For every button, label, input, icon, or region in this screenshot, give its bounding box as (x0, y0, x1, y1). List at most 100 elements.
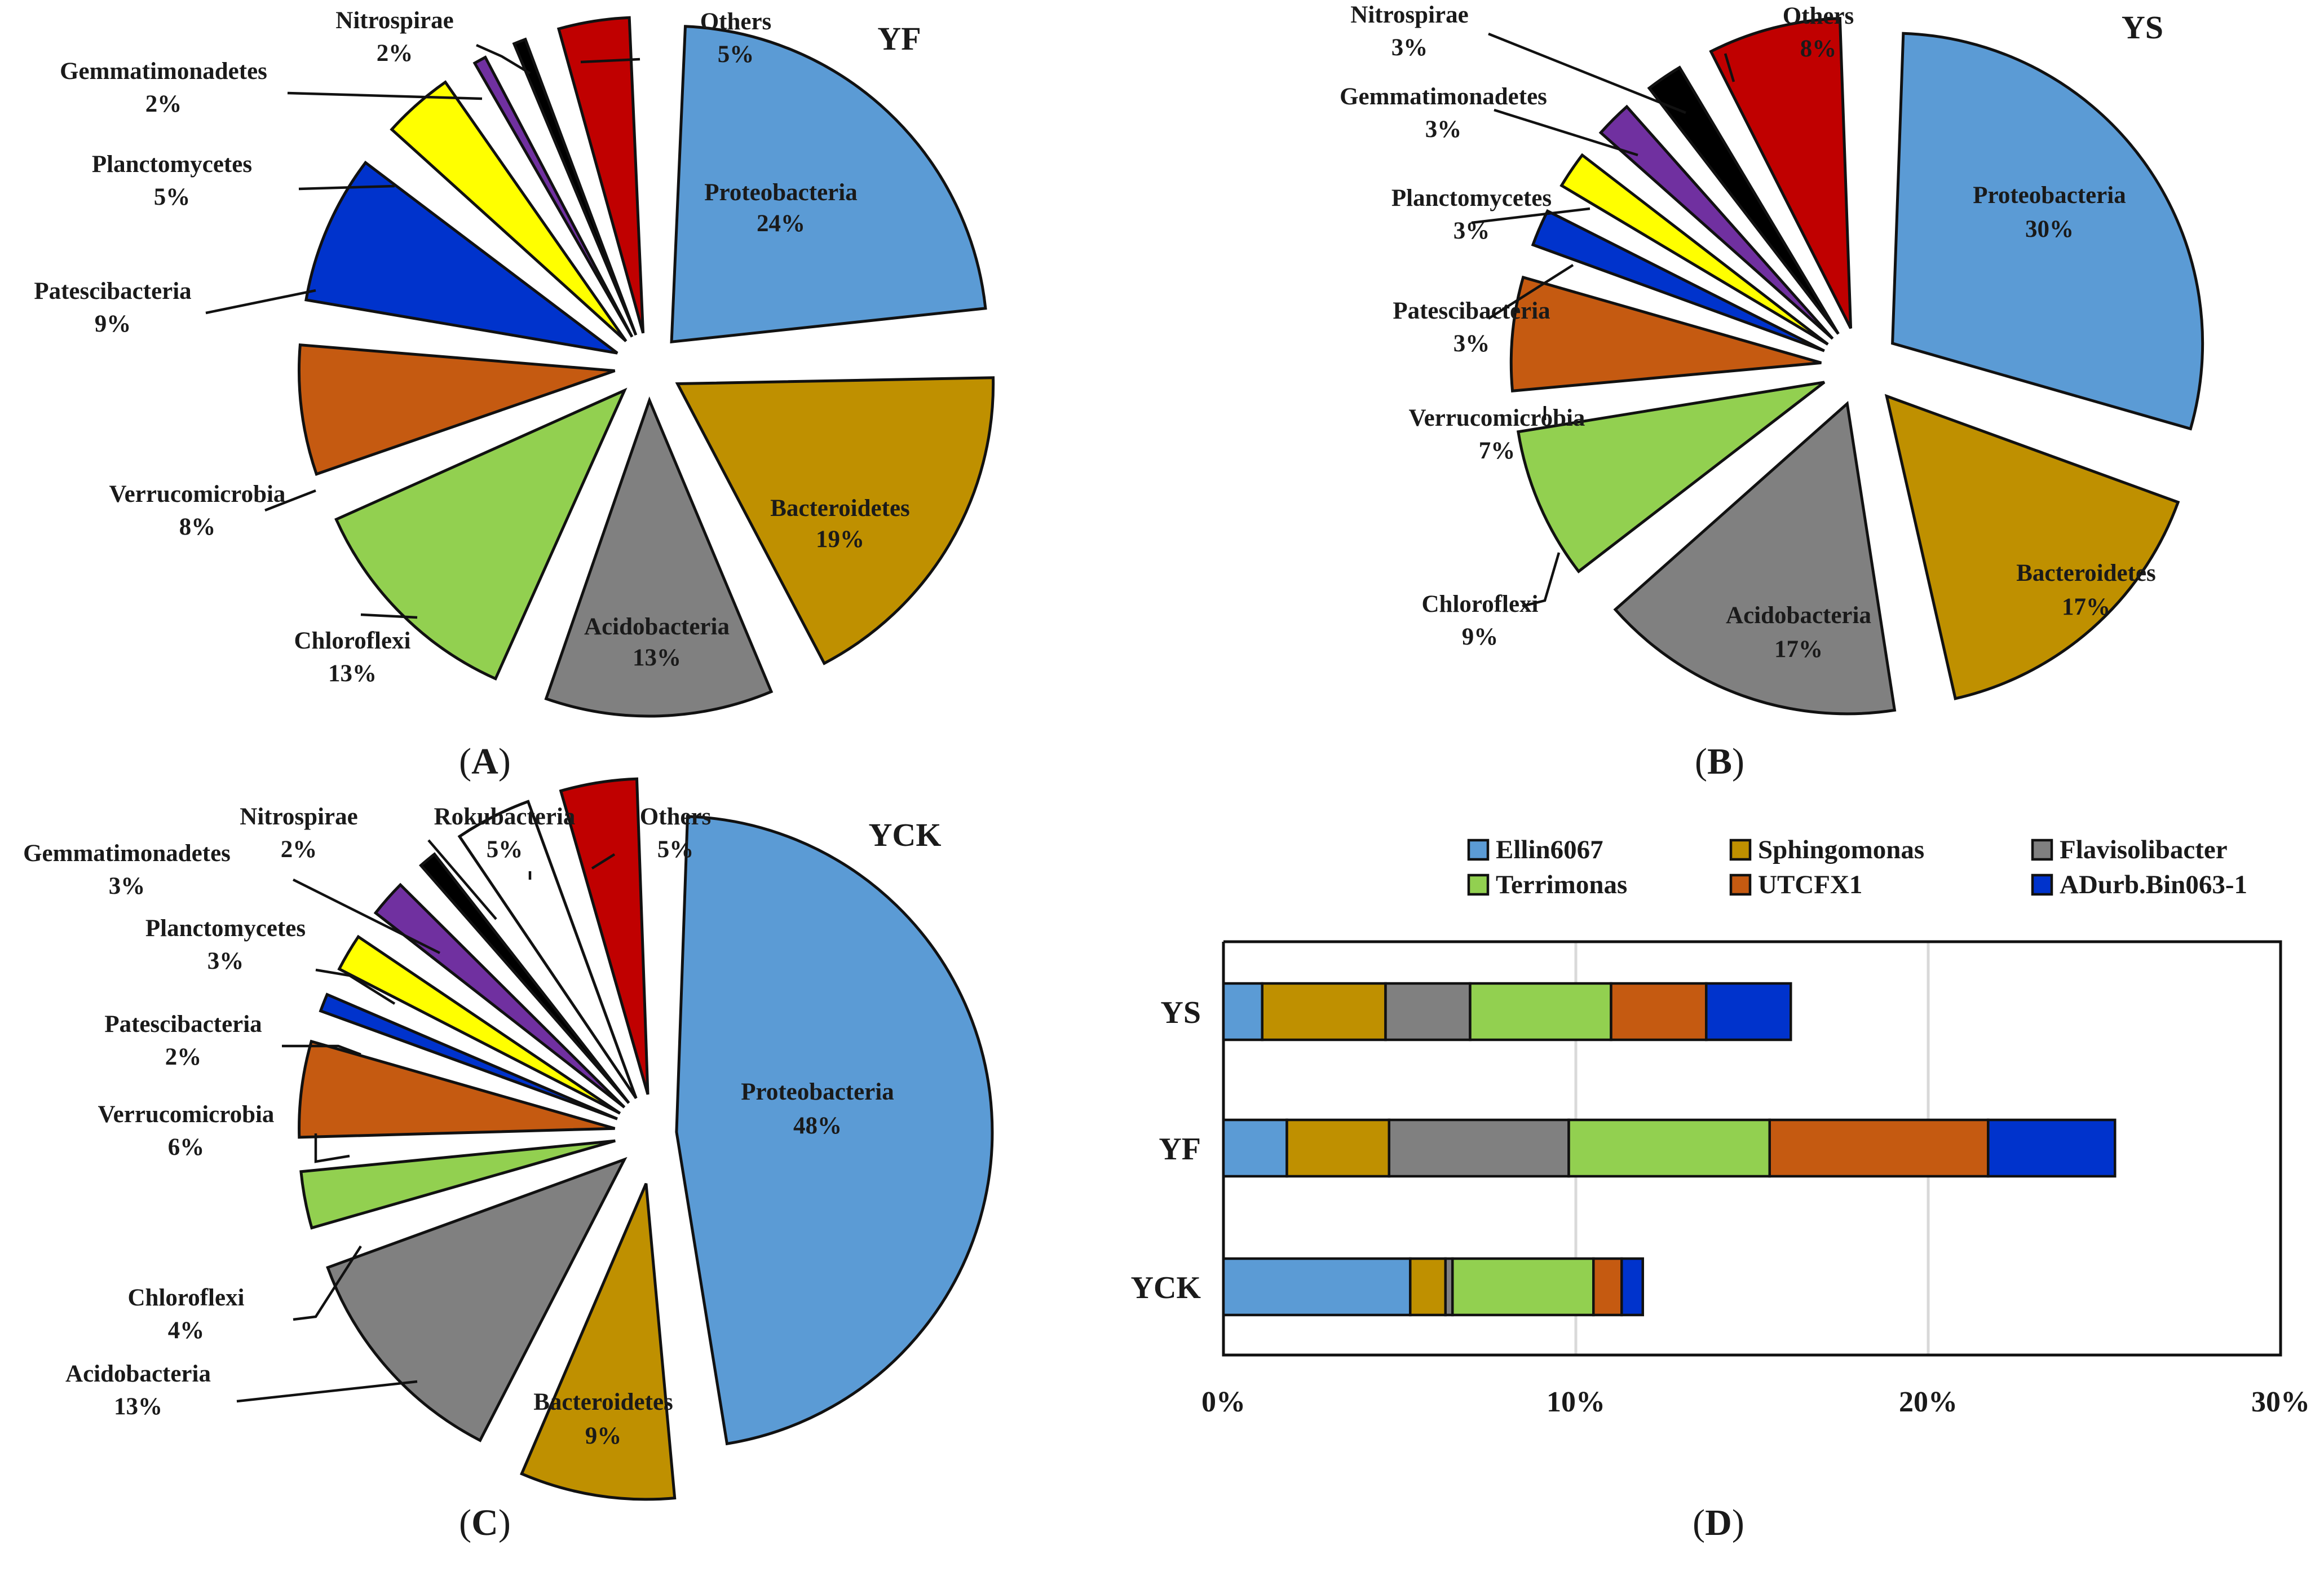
bar-segment-ys-sphingomonas (1261, 982, 1387, 1042)
leader-line-gemmatimonadetes (1494, 108, 1638, 157)
bar-segment-yf-utcfx1 (1768, 1118, 1990, 1178)
bar-segment-yck-adurb-bin063-1 (1620, 1257, 1644, 1317)
pie-slice-chloroflexi (334, 387, 628, 681)
leader-line-patescibacteria (205, 289, 316, 315)
slice-label-nitrospirae: Nitrospirae (335, 7, 453, 34)
slice-label-acidobacteria: Acidobacteria (65, 1361, 211, 1387)
bar-segment-yf-sphingomonas (1285, 1118, 1390, 1178)
slice-percent-proteobacteria: 24% (757, 210, 805, 237)
pie-slice-acidobacteria (326, 1157, 628, 1442)
y-category-label-yf: YF (1159, 1132, 1201, 1167)
panel-label-c: (C) (459, 1502, 511, 1543)
slice-percent-verrucomicrobia: 8% (179, 514, 216, 540)
slice-label-nitrospirae: Nitrospirae (1350, 2, 1468, 28)
slice-percent-patescibacteria: 3% (1453, 330, 1490, 357)
slice-percent-planctomycetes: 5% (154, 184, 191, 210)
pie-slice-verrucomicrobia (298, 1039, 616, 1139)
y-category-label-ys: YS (1160, 995, 1201, 1030)
leader-line-chloroflexi (360, 613, 418, 619)
slice-percent-others: 8% (1800, 36, 1837, 62)
slice-percent-chloroflexi: 4% (168, 1317, 205, 1344)
pie-slice-bacteroidetes (520, 1182, 677, 1501)
leader-line-planctomycetes (315, 968, 396, 1005)
leader-line-nitrospirae (427, 839, 497, 920)
slice-percent-acidobacteria: 13% (114, 1393, 162, 1420)
pie-slice-acidobacteria (544, 396, 774, 718)
pie-slice-planctomycetes (390, 80, 628, 342)
pie-slice-patescibacteria (1531, 209, 1825, 352)
slice-percent-chloroflexi: 13% (328, 660, 377, 687)
slice-label-proteobacteria: Proteobacteria (1973, 182, 2126, 209)
pie-title-ys: YS (2122, 9, 2163, 46)
slice-percent-gemmatimonadetes: 3% (1425, 116, 1462, 143)
legend-swatch-flavisolibacter (2031, 839, 2053, 861)
leader-line-others (591, 853, 616, 870)
pie-chart-yck: Proteobacteria 48% Bacteroidetes 9% Acidobac… (23, 777, 994, 1543)
slice-percent-acidobacteria: 13% (633, 645, 681, 671)
pie-chart-yf: Proteobacteria 24% Bacteroidetes 19% Acidoba… (34, 7, 995, 782)
leader-line-nitrospirae (476, 43, 531, 74)
slice-label-proteobacteria: Proteobacteria (741, 1079, 894, 1105)
stacked-bar-chart: 0% 10% 20% 30% YS YF YCK Ellin6067 Sphingomonas F… (1131, 835, 2310, 1543)
legend-label-ellin6067: Ellin6067 (1496, 835, 1603, 864)
panel-label-a: (A) (459, 741, 511, 782)
slice-label-others: Others (1783, 3, 1854, 29)
slice-label-planctomycetes: Planctomycetes (92, 151, 252, 178)
bar-segment-ys-adurb-bin063-1 (1705, 982, 1792, 1042)
legend-label-sphingomonas: Sphingomonas (1758, 835, 1924, 864)
pie-title-yf: YF (877, 20, 921, 57)
pie-slice-gemmatimonadetes (373, 882, 626, 1109)
slice-label-others: Others (700, 8, 772, 35)
pie-slice-planctomycetes (1559, 153, 1829, 346)
pie-slice-gemmatimonadetes (1598, 104, 1834, 340)
slice-label-rokubacteria: Rokubacteria (434, 804, 576, 830)
bar-segment-yck-terrimonas (1451, 1257, 1595, 1317)
slice-percent-nitrospirae: 3% (1391, 34, 1428, 61)
legend-swatch-adurb-bin063-1 (2031, 873, 2053, 896)
legend-label-utcfx1: UTCFX1 (1758, 870, 1862, 899)
slice-label-proteobacteria: Proteobacteria (704, 179, 857, 206)
leader-line-acidobacteria (236, 1380, 418, 1403)
leader-line-others (1724, 53, 1735, 82)
pie-slice-nitrospirae (418, 852, 630, 1104)
slice-percent-bacteroidetes: 17% (2062, 594, 2110, 620)
slice-percent-gemmatimonadetes: 3% (109, 873, 145, 899)
slice-label-bacteroidetes: Bacteroidetes (2016, 560, 2156, 586)
leader-line-verrucomicrobia (264, 489, 316, 512)
pie-slice-others (556, 16, 645, 334)
slice-percent-verrucomicrobia: 7% (1479, 438, 1516, 464)
slice-percent-acidobacteria: 17% (1774, 636, 1823, 663)
slice-percent-bacteroidetes: 19% (816, 526, 864, 553)
slice-label-patescibacteria: Patescibacteria (1393, 298, 1550, 324)
pie-slice-patescibacteria (319, 992, 618, 1120)
panel-label-b: (B) (1695, 741, 1744, 782)
pie-slice-verrucomicrobia (298, 343, 616, 476)
pie-slice-chloroflexi (299, 1139, 616, 1230)
legend-label-adurb-bin063-1: ADurb.Bin063-1 (2060, 870, 2247, 899)
leader-line-chloroflexi (293, 1245, 362, 1321)
pie-slice-gemmatimonadetes (472, 55, 634, 338)
slice-label-nitrospirae: Nitrospirae (240, 804, 357, 830)
slice-label-planctomycetes: Planctomycetes (1391, 185, 1552, 211)
pie-slice-others (1709, 16, 1853, 329)
pie-slice-others (559, 777, 650, 1095)
panel-label-d: (D) (1693, 1502, 1744, 1543)
slice-label-chloroflexi: Chloroflexi (127, 1285, 244, 1311)
leader-line-planctomycetes (1471, 207, 1590, 224)
bar-segment-yck-utcfx1 (1592, 1257, 1623, 1317)
leader-line-planctomycetes (298, 184, 395, 191)
pie-slice-planctomycetes (337, 934, 621, 1115)
slice-label-acidobacteria: Acidobacteria (1726, 602, 1871, 629)
slice-label-patescibacteria: Patescibacteria (34, 278, 191, 305)
pie-slice-nitrospirae (1647, 65, 1840, 335)
slice-label-others: Others (640, 804, 712, 830)
pie-slice-acidobacteria (1613, 400, 1897, 716)
bar-segment-ys-ellin6067 (1222, 982, 1263, 1042)
legend-swatch-utcfx1 (1729, 873, 1752, 896)
bar-segment-ys-terrimonas (1469, 982, 1612, 1042)
slice-label-gemmatimonadetes: Gemmatimonadetes (23, 840, 231, 867)
x-tick-label: 30% (2251, 1386, 2310, 1418)
bar-segment-yf-terrimonas (1567, 1118, 1771, 1178)
bar-segment-yck-ellin6067 (1222, 1257, 1412, 1317)
slice-label-chloroflexi: Chloroflexi (294, 628, 410, 654)
